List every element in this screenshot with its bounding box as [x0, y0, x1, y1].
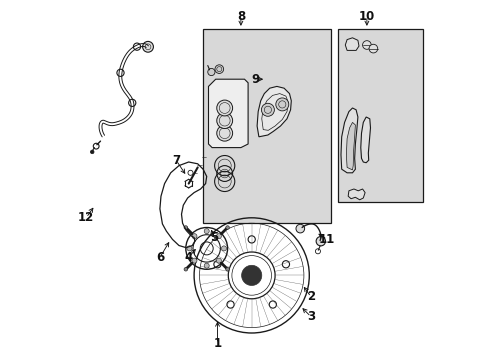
- Polygon shape: [208, 79, 247, 148]
- Bar: [203, 29, 330, 223]
- Polygon shape: [346, 122, 355, 170]
- Circle shape: [192, 234, 197, 239]
- Text: 12: 12: [78, 211, 94, 224]
- Text: 10: 10: [358, 10, 374, 23]
- Circle shape: [362, 41, 370, 49]
- Text: 1: 1: [213, 337, 221, 350]
- Text: 2: 2: [306, 291, 315, 303]
- Polygon shape: [340, 108, 357, 173]
- Circle shape: [225, 267, 229, 271]
- Text: 6: 6: [156, 251, 163, 264]
- Text: 3: 3: [306, 310, 315, 323]
- Circle shape: [241, 265, 261, 285]
- Circle shape: [216, 234, 221, 239]
- Circle shape: [183, 226, 187, 229]
- Text: 8: 8: [236, 10, 244, 23]
- Polygon shape: [347, 189, 365, 200]
- Text: 9: 9: [251, 73, 259, 86]
- Text: 4: 4: [184, 251, 192, 264]
- Circle shape: [216, 258, 221, 263]
- Circle shape: [207, 68, 215, 76]
- Circle shape: [216, 100, 232, 116]
- Circle shape: [192, 258, 197, 263]
- Circle shape: [221, 246, 226, 251]
- Circle shape: [204, 229, 209, 234]
- Polygon shape: [345, 38, 358, 50]
- Circle shape: [225, 226, 229, 229]
- Circle shape: [90, 150, 94, 154]
- Text: 7: 7: [172, 154, 180, 167]
- Circle shape: [275, 98, 288, 111]
- Circle shape: [215, 65, 223, 73]
- Circle shape: [261, 103, 274, 116]
- Circle shape: [216, 113, 232, 129]
- Circle shape: [368, 44, 377, 53]
- Circle shape: [204, 263, 209, 268]
- Bar: [337, 29, 422, 202]
- Text: 5: 5: [209, 231, 218, 244]
- Circle shape: [183, 267, 187, 271]
- Text: 11: 11: [319, 233, 335, 246]
- Circle shape: [316, 237, 325, 246]
- Polygon shape: [257, 86, 291, 137]
- Circle shape: [142, 41, 153, 52]
- Circle shape: [295, 224, 304, 233]
- Circle shape: [216, 125, 232, 141]
- Circle shape: [186, 246, 192, 251]
- Polygon shape: [360, 117, 370, 163]
